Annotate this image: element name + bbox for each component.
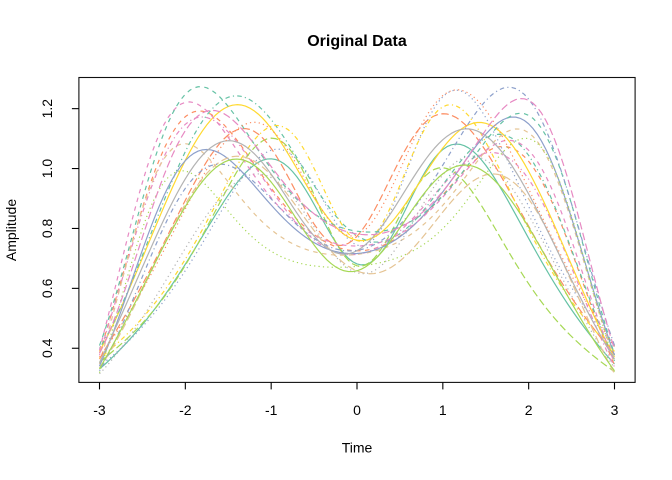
y-tick-label: 0.4 [39, 338, 55, 358]
curve-13 [98, 137, 616, 373]
curve-02 [98, 110, 616, 366]
y-tick-label: 1.0 [39, 159, 55, 179]
curves-group [98, 86, 616, 375]
curve-19 [98, 86, 616, 372]
x-tick-label: -3 [93, 402, 106, 418]
x-tick-label: 0 [353, 402, 361, 418]
curve-07 [98, 128, 616, 365]
y-tick-label: 1.2 [39, 99, 55, 119]
x-tick-label: 3 [611, 402, 619, 418]
curve-14 [99, 104, 615, 359]
x-tick-label: -2 [179, 402, 192, 418]
curve-05 [99, 137, 615, 373]
plot-box [78, 76, 636, 383]
curve-20 [98, 97, 616, 354]
curve-16 [98, 128, 616, 364]
curve-04 [98, 116, 616, 368]
y-tick-label: 0.8 [39, 219, 55, 239]
curve-21 [98, 158, 615, 372]
curve-10 [98, 113, 615, 360]
curve-11 [98, 116, 616, 367]
x-axis: -3 -2 -1 0 1 2 3 [93, 382, 619, 418]
x-tick-label: 1 [439, 402, 447, 418]
curve-01 [99, 143, 615, 370]
curve-15 [99, 155, 616, 375]
x-tick-label: 2 [525, 402, 533, 418]
curve-09 [98, 95, 616, 362]
y-axis-label: Amplitude [3, 199, 19, 261]
x-tick-label: -1 [265, 402, 278, 418]
plot-title: Original Data [307, 33, 407, 50]
x-axis-label: Time [342, 440, 373, 456]
curve-12 [98, 101, 616, 364]
y-tick-label: 0.6 [39, 278, 55, 298]
curve-17 [98, 86, 616, 355]
curve-08 [99, 155, 615, 375]
curve-03 [99, 89, 615, 367]
y-axis: 0.4 0.6 0.8 1.0 1.2 [39, 99, 79, 358]
